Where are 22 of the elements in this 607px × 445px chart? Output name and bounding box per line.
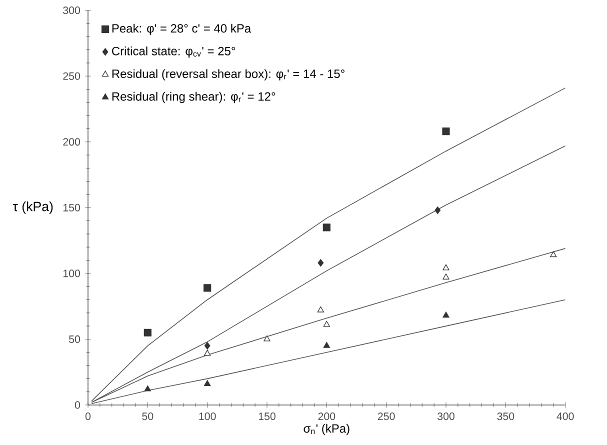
- x-tick-label: 250: [378, 412, 395, 420]
- x-tick-label: 350: [497, 412, 514, 420]
- x-tick-label: 150: [258, 412, 276, 420]
- x-tick-label: 50: [142, 412, 154, 420]
- x-tick-label: 200: [318, 412, 336, 420]
- x-tick-label: 300: [437, 412, 454, 420]
- legend-label: Critical state: φ$_{cv}$' = 25°: [112, 46, 236, 58]
- y-tick-label: 200: [63, 138, 80, 146]
- x-tick-label: 0: [85, 412, 91, 420]
- y-tick-label: 300: [63, 6, 80, 14]
- y-tick-label: 250: [63, 72, 80, 80]
- y-tick-label: 50: [69, 335, 80, 343]
- y-tick-label: 0: [74, 401, 80, 409]
- y-tick-label: 150: [63, 204, 80, 212]
- x-tick-label: 100: [199, 412, 216, 420]
- x-axis-title: σ$_{n}$' (kPa): [304, 424, 350, 436]
- y-axis-title: τ (kPa): [12, 201, 53, 214]
- x-tick-label: 400: [556, 412, 574, 420]
- legend-label: Residual (reversal shear box): φ$_{r}$' = 14 - 15°: [112, 69, 344, 80]
- legend-label: Residual (ring shear): φ$_{r}$' = 12°: [112, 92, 276, 104]
- legend-label: Peak: φ' = 28° c' = 40 kPa: [112, 24, 252, 36]
- y-tick-label: 100: [63, 270, 80, 278]
